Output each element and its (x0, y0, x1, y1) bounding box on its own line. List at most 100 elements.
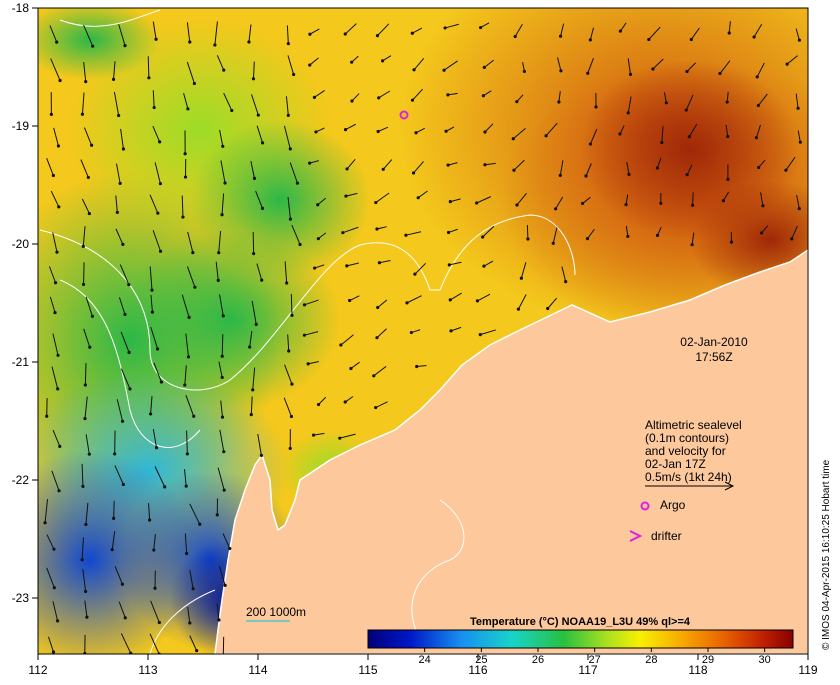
velocity-arrow (222, 334, 223, 356)
x-tick-label: 112 (28, 663, 47, 677)
velocity-arrow-head (58, 79, 61, 82)
argo-legend-label: Argo (660, 498, 686, 512)
velocity-arrow-head (376, 306, 379, 309)
velocity-arrow-head (447, 231, 450, 234)
velocity-arrow (84, 262, 85, 284)
velocity-arrow-head (515, 100, 518, 103)
velocity-arrow-head (520, 277, 523, 280)
velocity-arrow-head (87, 176, 90, 179)
velocity-arrow-head (289, 147, 292, 150)
velocity-arrow (693, 192, 694, 205)
velocity-arrow-head (84, 590, 87, 593)
velocity-arrow-head (255, 323, 258, 326)
velocity-arrow-head (377, 130, 380, 133)
velocity-arrow-head (404, 234, 407, 237)
velocity-arrow-head (228, 547, 231, 550)
velocity-arrow-head (57, 489, 60, 492)
velocity-arrow-head (185, 552, 188, 555)
velocity-arrow-head (338, 437, 341, 440)
velocity-arrow-head (224, 584, 227, 587)
altimetry-line: (0.1m contours) (645, 431, 729, 445)
velocity-arrow-head (217, 251, 220, 254)
velocity-arrow-head (405, 301, 408, 304)
velocity-arrow-head (290, 383, 293, 386)
velocity-arrow-head (155, 446, 158, 449)
velocity-arrow-head (798, 207, 801, 210)
velocity-arrow-head (117, 114, 120, 117)
velocity-arrow-head (127, 283, 130, 286)
velocity-arrow-head (382, 168, 385, 171)
velocity-arrow-head (158, 140, 161, 143)
velocity-arrow-head (221, 416, 224, 419)
velocity-arrow-head (350, 61, 353, 64)
colorbar-tick-label: 25 (475, 654, 487, 666)
colorbar-tick-label: 28 (645, 654, 657, 666)
velocity-arrow-head (307, 362, 310, 365)
velocity-arrow-head (163, 485, 166, 488)
velocity-arrow-head (618, 132, 621, 135)
velocity-arrow-head (217, 279, 220, 282)
velocity-arrow-head (160, 380, 163, 383)
velocity-arrow-head (446, 163, 449, 166)
velocity-arrow-head (52, 548, 55, 551)
velocity-arrow-head (784, 169, 787, 172)
velocity-arrow-head (594, 105, 597, 108)
velocity-arrow-head (557, 100, 560, 103)
velocity-arrow-head (586, 237, 589, 240)
velocity-arrow-head (523, 70, 526, 73)
velocity-arrow-head (290, 314, 293, 317)
velocity-arrow-head (156, 212, 159, 215)
velocity-arrow-head (154, 38, 157, 41)
velocity-arrow-head (287, 42, 290, 45)
velocity-arrow-head (629, 73, 632, 76)
velocity-arrow-head (756, 75, 759, 78)
velocity-arrow-head (317, 237, 320, 240)
velocity-arrow-head (376, 34, 379, 37)
velocity-arrow-head (55, 251, 58, 254)
velocity-arrow-head (292, 73, 295, 76)
velocity-arrow-head (308, 162, 311, 165)
velocity-arrow-head (192, 587, 195, 590)
velocity-arrow-head (193, 286, 196, 289)
velocity-arrow-head (685, 108, 688, 111)
velocity-arrow-head (660, 141, 663, 144)
date-label: 02-Jan-2010 (680, 335, 748, 349)
velocity-arrow-head (446, 93, 449, 96)
velocity-arrow-head (290, 415, 293, 418)
velocity-arrow-head (345, 167, 348, 170)
velocity-arrow-head (81, 113, 84, 116)
velocity-arrow-head (216, 513, 219, 516)
velocity-arrow-head (260, 279, 263, 282)
velocity-arrow-head (515, 203, 518, 206)
velocity-arrow-head (156, 347, 159, 350)
velocity-arrow-head (626, 235, 629, 238)
velocity-arrow-head (82, 245, 85, 248)
velocity-arrow-head (84, 80, 87, 83)
velocity-arrow-head (261, 141, 264, 144)
velocity-arrow-head (91, 315, 94, 318)
velocity-arrow-head (411, 32, 414, 35)
velocity-arrow-head (559, 69, 562, 72)
velocity-arrow-head (221, 355, 224, 358)
velocity-arrow-head (546, 307, 549, 310)
velocity-arrow-head (56, 387, 59, 390)
velocity-arrow-head (50, 113, 53, 116)
velocity-arrow-head (151, 311, 154, 314)
velocity-arrow-head (545, 134, 548, 137)
velocity-arrow-head (349, 367, 352, 370)
velocity-arrow-head (760, 231, 763, 234)
velocity-arrow-head (482, 265, 485, 268)
velocity-arrow-head (184, 152, 187, 155)
velocity-arrow-head (159, 250, 162, 253)
velocity-arrow-head (221, 376, 224, 379)
velocity-arrow-head (411, 99, 414, 102)
velocity-arrow-head (230, 109, 233, 112)
altimetry-line: 0.5m/s (1kt 24h) (645, 470, 732, 484)
velocity-arrow-head (651, 67, 654, 70)
velocity-arrow-head (186, 452, 189, 455)
velocity-arrow-head (415, 365, 418, 368)
velocity-arrow-head (798, 38, 801, 41)
velocity-arrow-head (339, 343, 342, 346)
velocity-arrow-head (119, 182, 122, 185)
